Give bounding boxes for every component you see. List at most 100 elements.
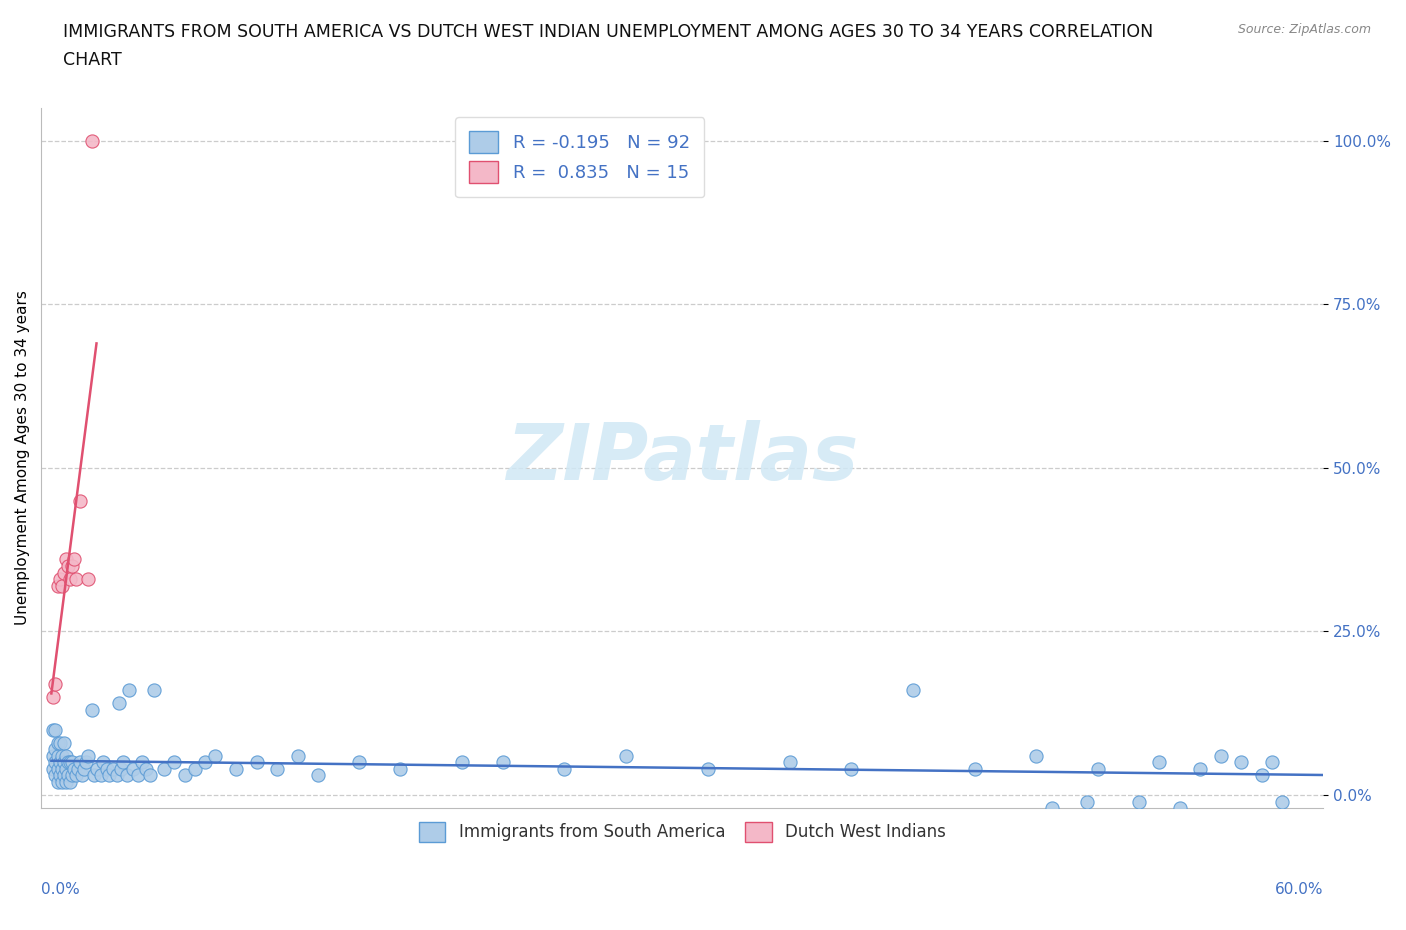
Point [56,755,79,770]
Point [492,755,515,770]
Point [55,762,77,777]
Point [142,683,165,698]
Y-axis label: Unemployment Among Ages 30 to 34 years: Unemployment Among Ages 30 to 34 years [15,290,30,626]
Point [963,762,986,777]
Point [1230,755,1253,770]
Point [127,768,149,783]
Text: IMMIGRANTS FROM SOUTH AMERICA VS DUTCH WEST INDIAN UNEMPLOYMENT AMONG AGES 30 TO: IMMIGRANTS FROM SOUTH AMERICA VS DUTCH W… [63,23,1153,41]
Point [52,768,75,783]
Point [1168,801,1191,816]
Point [347,755,370,770]
Point [307,768,329,783]
Point [48,736,70,751]
Point [901,683,924,698]
Point [56,768,79,783]
Point [450,755,472,770]
Point [139,768,162,783]
Point [51,578,73,593]
Point [48,768,70,783]
Point [65,572,87,587]
Point [65,768,87,783]
Point [135,762,157,777]
Point [46,775,69,790]
Point [1128,794,1150,809]
Point [122,762,145,777]
Point [108,696,131,711]
Point [44,742,66,757]
Point [82,702,104,717]
Point [204,749,226,764]
Point [1087,762,1109,777]
Point [59,572,82,587]
Point [44,676,66,691]
Point [173,768,195,783]
Point [779,755,801,770]
Point [91,755,114,770]
Point [63,552,86,567]
Point [42,749,65,764]
Point [75,755,97,770]
Point [48,755,70,770]
Point [51,762,73,777]
Point [46,736,69,751]
Point [696,762,718,777]
Point [1025,749,1047,764]
Point [73,762,96,777]
Point [153,762,176,777]
Point [184,762,207,777]
Point [60,768,83,783]
Point [1147,755,1170,770]
Point [56,559,79,574]
Point [194,755,217,770]
Point [1076,794,1098,809]
Point [110,762,132,777]
Point [117,768,139,783]
Point [55,749,77,764]
Point [69,493,91,508]
Point [59,755,82,770]
Point [59,775,82,790]
Point [96,762,118,777]
Point [389,762,412,777]
Point [1271,794,1294,809]
Point [112,755,135,770]
Legend: Immigrants from South America, Dutch West Indians: Immigrants from South America, Dutch Wes… [412,815,952,849]
Point [51,749,73,764]
Point [42,762,65,777]
Point [1189,762,1212,777]
Point [42,689,65,704]
Point [83,768,105,783]
Text: 0.0%: 0.0% [41,883,80,897]
Text: CHART: CHART [63,51,122,69]
Point [44,723,66,737]
Point [51,775,73,790]
Point [86,762,108,777]
Point [118,683,141,698]
Point [77,572,100,587]
Point [60,755,83,770]
Point [245,755,267,770]
Point [841,762,863,777]
Point [225,762,247,777]
Text: ZIPatlas: ZIPatlas [506,420,858,496]
Point [97,768,120,783]
Point [46,762,69,777]
Point [287,749,309,764]
Point [67,762,90,777]
Point [52,755,75,770]
Point [42,723,65,737]
Point [55,775,77,790]
Point [63,762,86,777]
Point [60,559,83,574]
Point [44,768,66,783]
Point [1042,801,1064,816]
Point [46,749,69,764]
Point [1209,749,1232,764]
Point [52,736,75,751]
Point [90,768,112,783]
Point [105,768,128,783]
Point [82,133,104,148]
Point [553,762,575,777]
Point [55,552,77,567]
Point [44,755,66,770]
